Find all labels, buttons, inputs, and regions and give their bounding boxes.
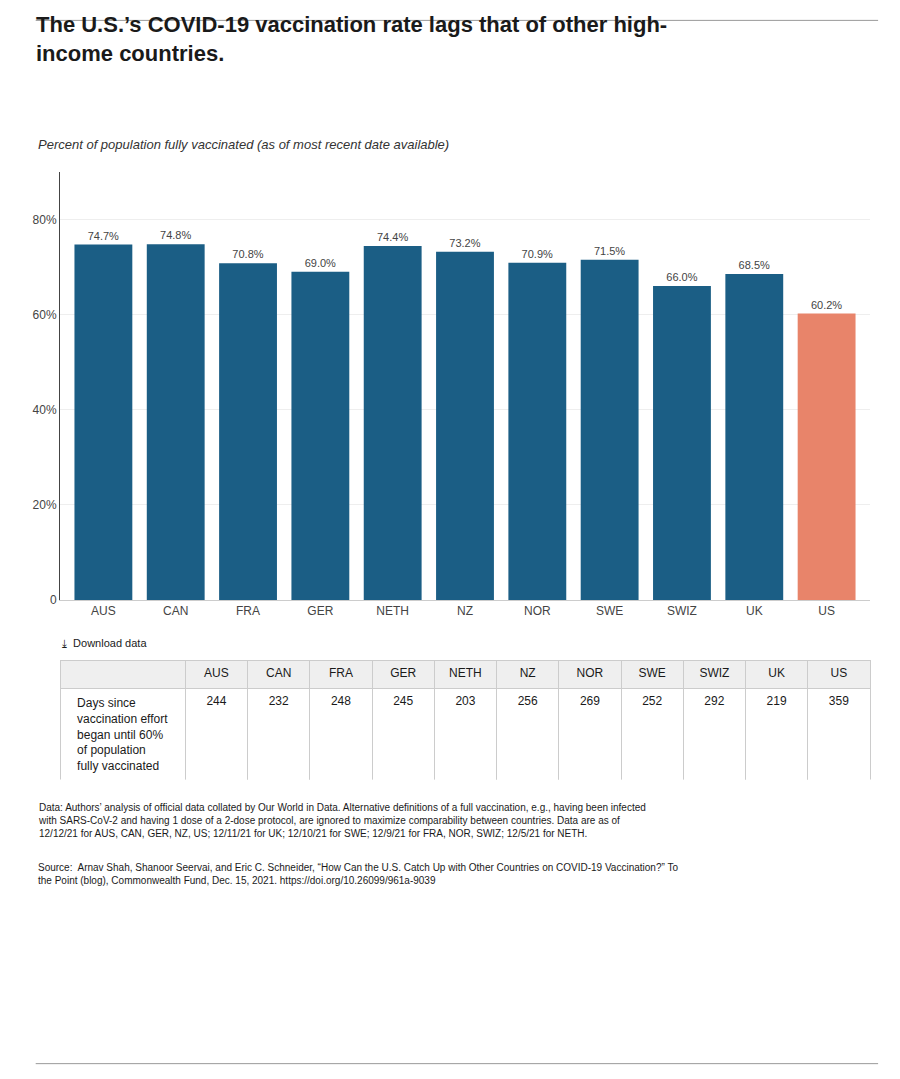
svg-text:UK: UK <box>768 666 785 680</box>
svg-text:219: 219 <box>767 694 787 708</box>
svg-text:SWE: SWE <box>638 666 665 680</box>
svg-text:UK: UK <box>746 604 763 618</box>
svg-text:SWIZ: SWIZ <box>699 666 729 680</box>
svg-text:US: US <box>818 604 835 618</box>
svg-text:NZ: NZ <box>520 666 536 680</box>
svg-text:74.8%: 74.8% <box>160 229 191 241</box>
svg-text:74.7%: 74.7% <box>88 230 119 242</box>
svg-text:The U.S.’s COVID-19 vaccinatio: The U.S.’s COVID-19 vaccination rate lag… <box>36 12 667 66</box>
svg-text:40%: 40% <box>33 403 57 417</box>
svg-text:74.4%: 74.4% <box>377 231 408 243</box>
svg-text:NZ: NZ <box>457 604 473 618</box>
svg-text:60%: 60% <box>33 308 57 322</box>
svg-text:FRA: FRA <box>236 604 260 618</box>
svg-text:68.5%: 68.5% <box>739 259 770 271</box>
svg-text:80%: 80% <box>33 213 57 227</box>
svg-text:NETH: NETH <box>449 666 482 680</box>
svg-text:AUS: AUS <box>204 666 229 680</box>
svg-text:Data: Authors’ analysis of off: Data: Authors’ analysis of official data… <box>38 802 646 839</box>
svg-text:GER: GER <box>307 604 333 618</box>
svg-text:232: 232 <box>269 694 289 708</box>
svg-text:Days sincevaccination effortbe: Days sincevaccination effortbegan until … <box>77 696 168 772</box>
svg-text:NOR: NOR <box>577 666 604 680</box>
svg-text:245: 245 <box>393 694 413 708</box>
svg-text:269: 269 <box>580 694 600 708</box>
svg-text:CAN: CAN <box>266 666 291 680</box>
svg-text:60.2%: 60.2% <box>811 299 842 311</box>
svg-text:US: US <box>831 666 848 680</box>
svg-text:71.5%: 71.5% <box>594 245 625 257</box>
svg-text:256: 256 <box>518 694 538 708</box>
svg-text:NETH: NETH <box>376 604 409 618</box>
svg-text:SWIZ: SWIZ <box>667 604 697 618</box>
svg-text:70.8%: 70.8% <box>232 248 263 260</box>
svg-text:252: 252 <box>642 694 662 708</box>
svg-text:73.2%: 73.2% <box>449 237 480 249</box>
svg-text:CAN: CAN <box>163 604 188 618</box>
svg-text:248: 248 <box>331 694 351 708</box>
svg-text:0: 0 <box>50 593 57 607</box>
svg-text:Source: Arnav Shah, Shanoor S: Source: Arnav Shah, Shanoor Seervai, and… <box>38 862 678 886</box>
svg-text:SWE: SWE <box>596 604 623 618</box>
svg-text:FRA: FRA <box>329 666 353 680</box>
svg-text:244: 244 <box>206 694 226 708</box>
svg-text:20%: 20% <box>33 498 57 512</box>
svg-text:AUS: AUS <box>91 604 116 618</box>
svg-text:203: 203 <box>455 694 475 708</box>
svg-text:66.0%: 66.0% <box>666 271 697 283</box>
svg-text:359: 359 <box>829 694 849 708</box>
svg-text:NOR: NOR <box>524 604 551 618</box>
svg-text:69.0%: 69.0% <box>305 257 336 269</box>
svg-text:⤓ Download data: ⤓ Download data <box>62 637 147 649</box>
svg-text:70.9%: 70.9% <box>522 248 553 260</box>
svg-text:Percent of population fully va: Percent of population fully vaccinated (… <box>38 137 449 152</box>
svg-text:292: 292 <box>704 694 724 708</box>
svg-text:GER: GER <box>390 666 416 680</box>
